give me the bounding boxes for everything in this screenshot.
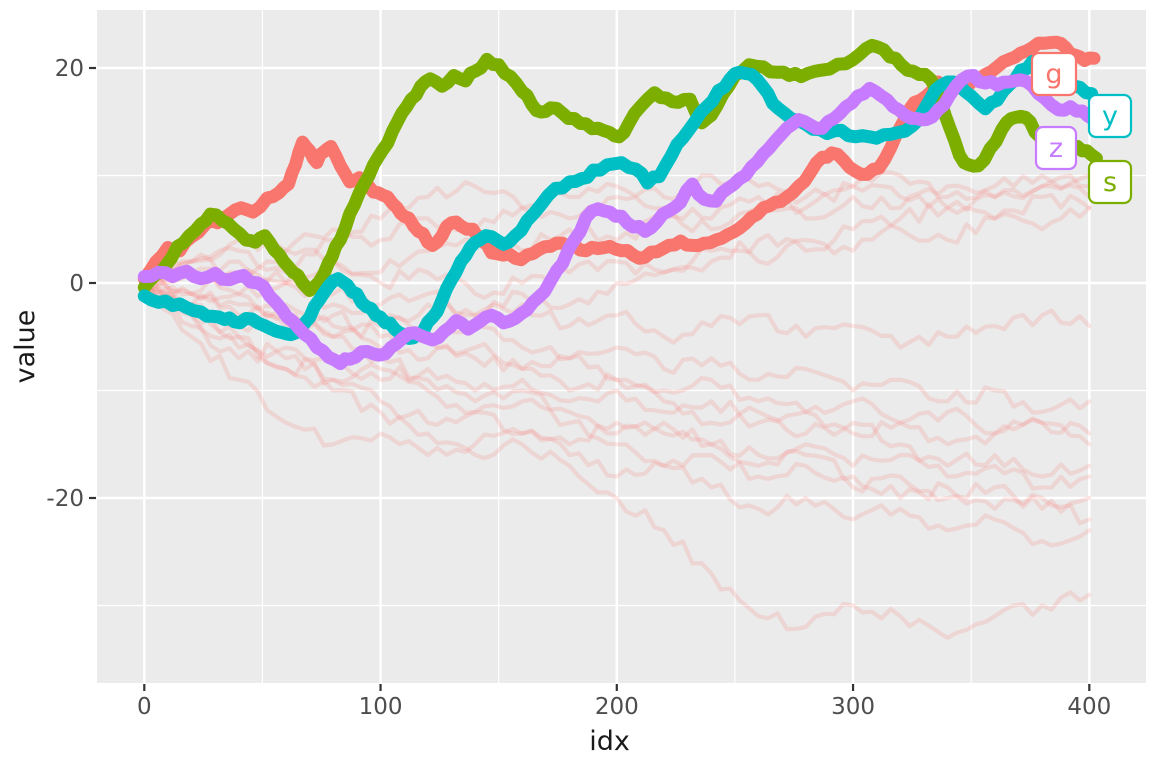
series-label-text-z: z: [1049, 133, 1063, 164]
series-line-z: [137, 69, 1101, 371]
background-walk-line: [142, 280, 1092, 491]
series-label-box-z: [1034, 125, 1078, 171]
y-tick-label: -20: [46, 486, 84, 512]
series-line-y: [137, 55, 1099, 345]
y-tick-label: 0: [69, 271, 84, 297]
background-walk-line: [142, 170, 1092, 286]
background-walk-line: [142, 280, 1092, 640]
x-tick-label: 200: [595, 694, 639, 720]
series-line-s: [137, 38, 1103, 297]
y-axis-title: value: [10, 310, 41, 384]
x-tick-label: 300: [831, 694, 875, 720]
series-label-text-s: s: [1103, 167, 1117, 198]
background-walk-line: [142, 280, 1092, 514]
background-walk-line: [142, 280, 1092, 548]
x-axis-title: idx: [589, 726, 630, 757]
background-walk-line: [142, 280, 1092, 447]
background-walk-line: [142, 266, 1092, 415]
series-label-box-y: [1087, 93, 1133, 139]
background-walk-line: [142, 280, 1092, 447]
series-label-text-y: y: [1102, 101, 1118, 132]
x-tick-label: 0: [137, 694, 152, 720]
x-tick-label: 400: [1067, 694, 1111, 720]
y-tick-label: 20: [55, 56, 84, 82]
series-label-box-s: [1087, 159, 1133, 205]
series-labels: g y z s: [1030, 51, 1133, 205]
series-label-box-g: [1030, 51, 1078, 97]
background-walk-line: [142, 179, 1092, 286]
x-tick-label: 100: [359, 694, 403, 720]
background-walk-line: [142, 205, 1092, 300]
series-label-text-g: g: [1045, 59, 1062, 90]
series-layer: [137, 35, 1103, 640]
gridlines: [97, 10, 1146, 683]
